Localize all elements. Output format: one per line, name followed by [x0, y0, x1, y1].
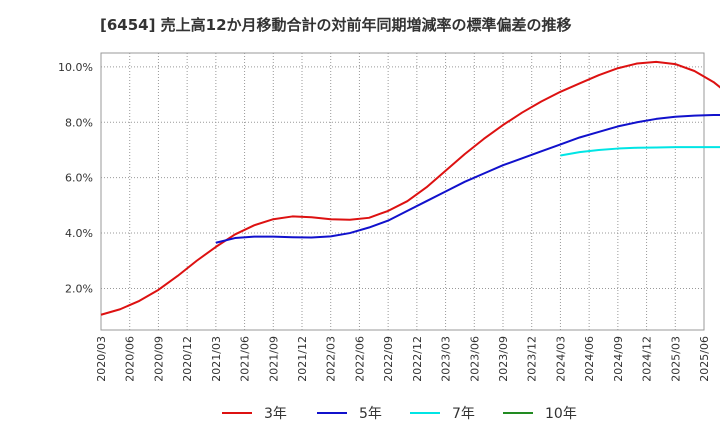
x-tick-label: 2024/12 [641, 336, 654, 382]
x-tick-label: 2024/03 [554, 336, 567, 382]
plot-area [100, 52, 705, 331]
x-tick-label: 2021/12 [296, 336, 309, 382]
x-tick-label: 2022/06 [353, 336, 366, 382]
series-line-2 [215, 113, 720, 244]
y-tick-label: 10.0% [58, 61, 93, 74]
x-tick-label: 2024/06 [583, 336, 596, 382]
x-tick-label: 2020/03 [95, 336, 108, 382]
x-tick-label: 2022/12 [411, 336, 424, 382]
x-tick-label: 2023/03 [440, 336, 453, 382]
legend-label: 10年 [545, 406, 577, 422]
y-axis: 2.0% 4.0% 6.0% 8.0% 10.0% [58, 61, 93, 296]
x-tick-label: 2020/12 [181, 336, 194, 382]
chart-title: [6454] 売上高12か月移動合計の対前年同期増減率の標準偏差の推移 [100, 16, 572, 34]
x-tick-label: 2020/06 [124, 336, 137, 382]
x-tick-label: 2023/12 [526, 336, 539, 382]
x-tick-label: 2025/06 [698, 336, 711, 382]
series-line-3 [560, 146, 720, 157]
x-tick-label: 2021/03 [210, 336, 223, 382]
x-tick-label: 2023/09 [497, 336, 510, 382]
legend-label: 3年 [264, 406, 287, 422]
legend: 3年 5年 7年 10年 [222, 406, 577, 422]
x-tick-label: 2022/03 [325, 336, 338, 382]
legend-label: 5年 [359, 406, 382, 422]
x-tick-label: 2021/09 [267, 336, 280, 382]
x-tick-label: 2020/09 [152, 336, 165, 382]
legend-label: 7年 [452, 406, 475, 422]
y-tick-label: 8.0% [65, 116, 93, 129]
x-tick-label: 2021/06 [239, 336, 252, 382]
y-tick-label: 4.0% [65, 227, 93, 240]
x-tick-label: 2025/03 [669, 336, 682, 382]
x-tick-label: 2022/09 [382, 336, 395, 382]
x-tick-label: 2023/06 [468, 336, 481, 382]
series-line-1 [100, 60, 720, 316]
y-tick-label: 6.0% [65, 172, 93, 185]
series-group [100, 60, 720, 316]
x-tick-label: 2024/09 [612, 336, 625, 382]
x-axis: 2020/03 2020/06 2020/09 2020/12 2021/03 2021/… [95, 336, 711, 382]
y-tick-label: 2.0% [65, 282, 93, 295]
